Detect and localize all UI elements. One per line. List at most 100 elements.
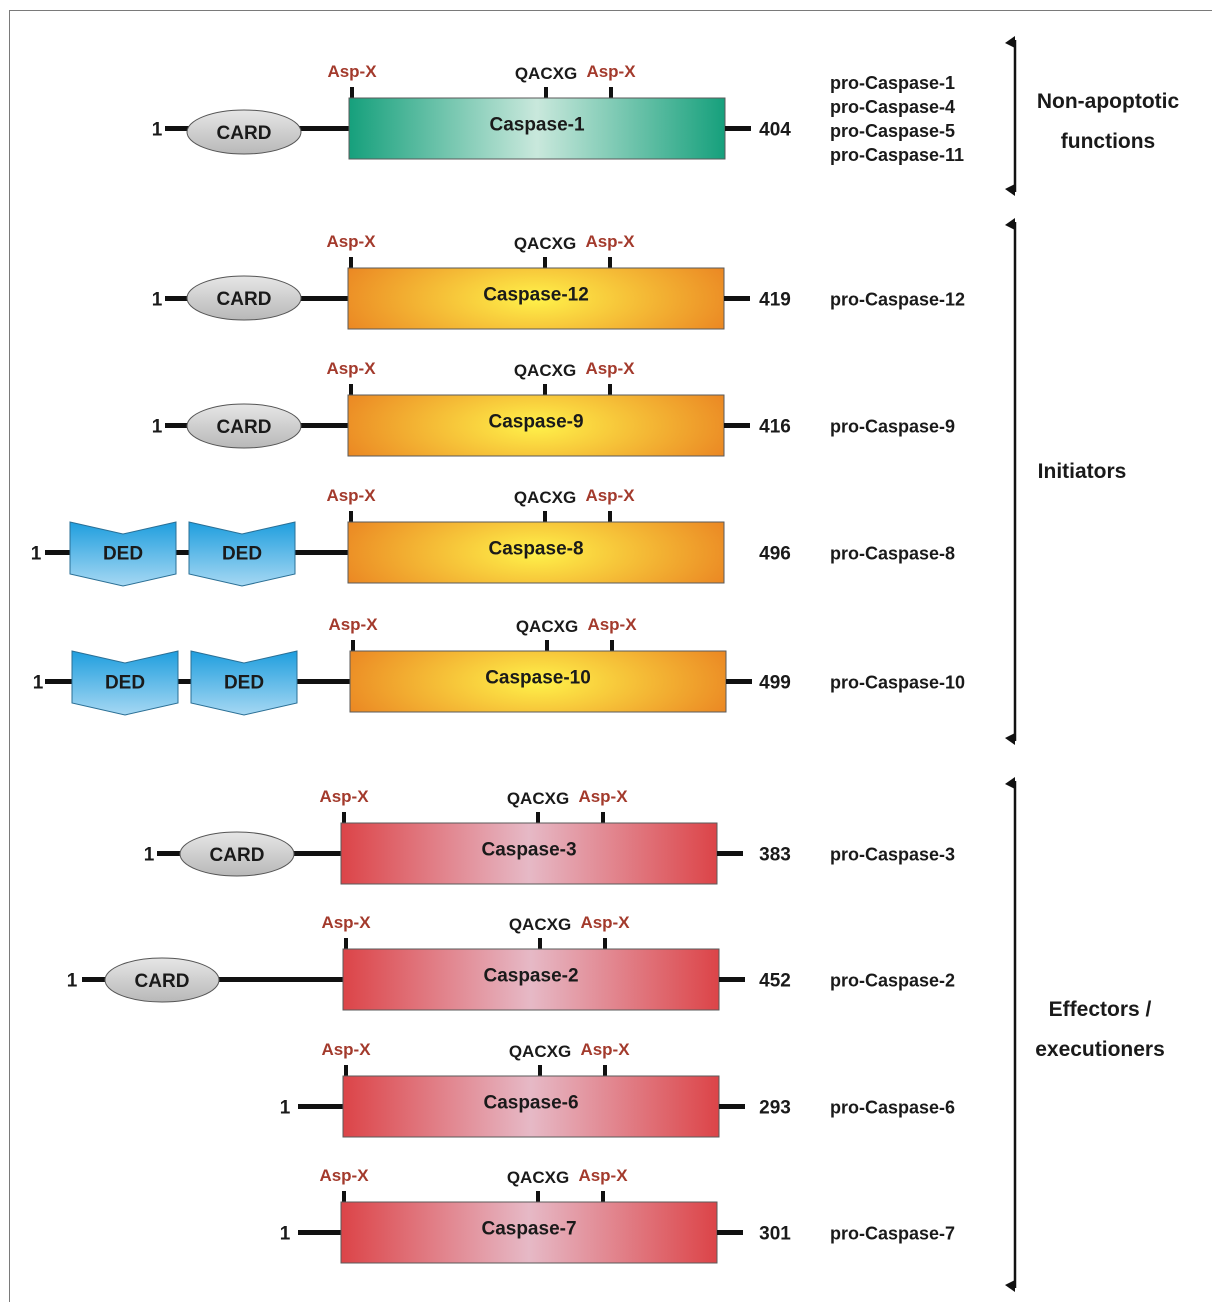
asp-left-tick [350,87,354,99]
qacxg-tick [545,640,549,652]
pro-caspase-name: pro-Caspase-5 [830,121,955,141]
card-label: CARD [217,417,272,438]
residue-count-label: 499 [759,673,791,694]
qacxg-tick [543,257,547,269]
asp-left-tick [349,384,353,396]
pro-caspase-name: pro-Caspase-4 [830,97,955,117]
caspase-row: Asp-X QACXG Asp-X 1 CARD Caspase-3 383 pro-Casp… [144,787,955,885]
ded-label: DED [224,673,264,694]
card-domain [179,831,295,877]
qacxg-label: QACXG [515,64,577,83]
caspase-row: Asp-X QACXG Asp-X 1 CARD Caspase-2 452 pro-Casp… [67,913,955,1011]
caspase-name-label: Caspase-9 [488,412,583,433]
caspase-domain-box [348,97,726,160]
ded-domain [71,650,179,716]
card-domain [104,957,220,1003]
ded-domain [190,650,298,716]
caspase-domain-box [340,1201,718,1264]
caspase-name-label: Caspase-6 [483,1093,578,1114]
asp-x-label-right: Asp-X [585,359,635,378]
caspase-domain-box [347,394,725,457]
caspase-name-label: Caspase-2 [483,966,578,987]
asp-x-label-left: Asp-X [328,615,378,634]
asp-left-tick [349,257,353,269]
caspase-name-label: Caspase-3 [481,840,576,861]
card-label: CARD [217,123,272,144]
n-terminus-label: 1 [152,417,163,438]
caspase-name-label: Caspase-1 [489,115,584,136]
card-label: CARD [210,845,265,866]
asp-left-tick [349,511,353,523]
card-domain [186,403,302,449]
asp-right-tick [603,1065,607,1077]
pro-caspase-name: pro-Caspase-8 [830,544,955,564]
n-terminus-label: 1 [67,971,78,992]
residue-count-label: 416 [759,417,791,438]
group-label: functions [1061,130,1156,153]
n-terminus-label: 1 [144,845,155,866]
qacxg-label: QACXG [509,1042,571,1061]
ded-label: DED [105,673,145,694]
group-bracket: Non-apoptotic functions [1005,36,1179,196]
asp-x-label-left: Asp-X [321,913,371,932]
asp-right-tick [608,257,612,269]
residue-count-label: 452 [759,971,791,992]
ded-domain [69,521,177,587]
asp-x-label-right: Asp-X [580,1040,630,1059]
ded-label: DED [222,544,262,565]
caspase-row: Asp-X QACXG Asp-X 1 DED DED Caspase-10 499 pro-C… [33,615,965,716]
asp-x-label-right: Asp-X [586,62,636,81]
qacxg-tick [536,1191,540,1203]
pro-caspase-name: pro-Caspase-3 [830,845,955,865]
pro-caspase-name: pro-Caspase-2 [830,971,955,991]
n-terminus-label: 1 [280,1224,291,1245]
n-terminus-label: 1 [152,120,163,141]
asp-x-label-left: Asp-X [321,1040,371,1059]
qacxg-label: QACXG [514,234,576,253]
residue-count-label: 404 [759,120,791,141]
group-label: Initiators [1038,460,1127,483]
asp-left-tick [351,640,355,652]
caspase-name-label: Caspase-10 [485,668,591,689]
card-domain [186,275,302,321]
asp-x-label-right: Asp-X [578,787,628,806]
caspase-domain-box [342,948,720,1011]
caspase-row: Asp-X QACXG Asp-X 1 CARD Caspase-9 416 pro-Casp… [152,359,955,457]
caspase-domain-box [340,822,718,885]
n-terminus-label: 1 [31,544,42,565]
asp-x-label-left: Asp-X [326,486,376,505]
caspase-row: Asp-X QACXG Asp-X 1 Caspase-7 301 pro-Caspase-… [280,1166,955,1264]
asp-x-label-right: Asp-X [580,913,630,932]
asp-x-label-right: Asp-X [585,486,635,505]
caspase-domain-box [347,521,725,584]
asp-x-label-left: Asp-X [319,1166,369,1185]
residue-count-label: 419 [759,290,791,311]
pro-caspase-name: pro-Caspase-9 [830,417,955,437]
group-label: executioners [1035,1038,1165,1061]
caspase-domain-box [342,1075,720,1138]
asp-right-tick [601,1191,605,1203]
pro-caspase-name: pro-Caspase-6 [830,1098,955,1118]
asp-right-tick [603,938,607,950]
qacxg-label: QACXG [514,361,576,380]
asp-x-label-left: Asp-X [326,232,376,251]
pro-caspase-name: pro-Caspase-7 [830,1224,955,1244]
group-label: Effectors / [1049,998,1152,1021]
n-terminus-label: 1 [280,1098,291,1119]
caspase-row: Asp-X QACXG Asp-X 1 Caspase-6 293 pro-Caspase-… [280,1040,955,1138]
asp-x-label-right: Asp-X [587,615,637,634]
card-domain [186,109,302,155]
ded-domain [188,521,296,587]
pro-caspase-name: pro-Caspase-12 [830,290,965,310]
group-bracket: Initiators [1005,218,1126,745]
card-label: CARD [217,289,272,310]
n-terminus-label: 1 [152,290,163,311]
asp-x-label-right: Asp-X [578,1166,628,1185]
asp-right-tick [608,511,612,523]
asp-x-label-left: Asp-X [319,787,369,806]
asp-left-tick [342,1191,346,1203]
pro-caspase-name: pro-Caspase-1 [830,73,955,93]
qacxg-tick [536,812,540,824]
qacxg-tick [538,938,542,950]
